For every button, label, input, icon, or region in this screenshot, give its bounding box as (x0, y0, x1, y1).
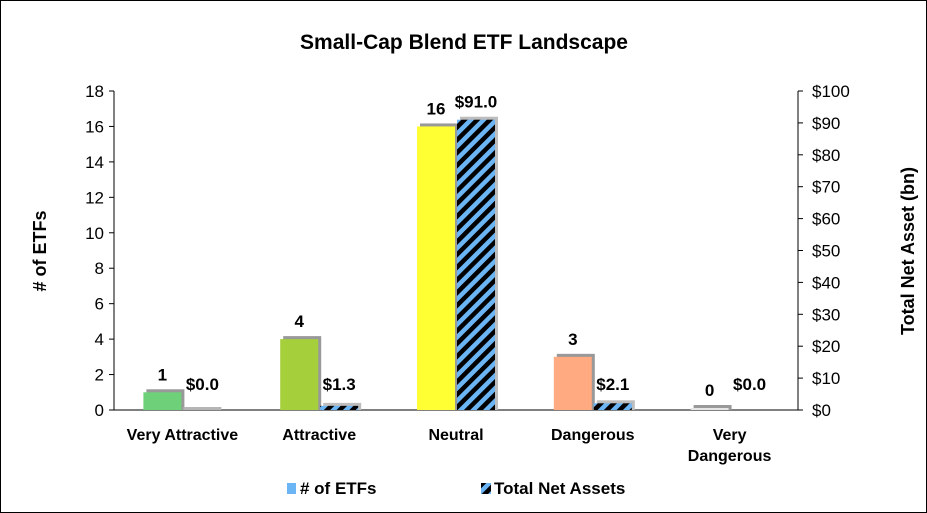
right-tick-label: $70 (812, 178, 840, 197)
bar-etf-count (553, 356, 592, 410)
right-tick-label: $20 (812, 337, 840, 356)
category-label: Very (713, 427, 747, 444)
data-label-net-assets: $91.0 (455, 93, 498, 112)
data-label-net-assets: $2.1 (596, 375, 629, 394)
legend-label-net-assets: Total Net Assets (494, 479, 625, 498)
bar-shadow (693, 405, 732, 410)
right-axis-label: Total Net Asset (bn) (898, 167, 918, 335)
right-tick-label: $90 (812, 114, 840, 133)
category-label: Dangerous (551, 427, 635, 444)
category-label: Neutral (428, 427, 483, 444)
bars (143, 116, 732, 411)
right-tick-label: $0 (812, 401, 831, 420)
bar-net-assets (183, 407, 222, 410)
left-tick-label: 6 (95, 295, 104, 314)
left-tick-label: 0 (95, 401, 104, 420)
bar-etf-count (280, 339, 319, 410)
labels: 1 $0.0 Very Attractive 4 $1.3 Attractive 16 $91… (127, 93, 772, 465)
data-label-etf-count: 4 (294, 312, 304, 331)
left-tick-label: 16 (85, 117, 104, 136)
axes: 024681012141618$0$10$20$30$40$50$60$70$8… (85, 82, 850, 420)
bar-etf-count (690, 408, 729, 410)
right-tick-label: $50 (812, 242, 840, 261)
left-tick-label: 18 (85, 82, 104, 101)
data-label-net-assets: $0.0 (733, 375, 766, 394)
left-tick-label: 2 (95, 366, 104, 385)
right-tick-label: $30 (812, 305, 840, 324)
left-tick-label: 8 (95, 259, 104, 278)
left-tick-label: 10 (85, 224, 104, 243)
bar-net-assets (593, 403, 632, 410)
legend-swatch-etf-count (287, 483, 296, 494)
right-tick-label: $60 (812, 210, 840, 229)
legend-swatch-net-assets (481, 483, 491, 494)
category-label: Attractive (282, 427, 356, 444)
data-label-etf-count: 16 (427, 99, 446, 118)
left-axis-label: # of ETFs (30, 210, 50, 291)
bar-etf-count (417, 126, 455, 410)
right-tick-label: $40 (812, 273, 840, 292)
data-label-etf-count: 3 (568, 330, 577, 349)
data-label-etf-count: 1 (158, 365, 167, 384)
data-label-net-assets: $0.0 (186, 375, 219, 394)
left-tick-label: 12 (85, 188, 104, 207)
left-tick-label: 14 (85, 153, 104, 172)
bar-etf-count (143, 392, 182, 410)
data-label-net-assets: $1.3 (323, 375, 356, 394)
legend: # of ETFs Total Net Assets (287, 479, 625, 498)
right-tick-label: $80 (812, 146, 840, 165)
category-label: Very Attractive (127, 427, 239, 444)
legend-label-etf-count: # of ETFs (300, 479, 377, 498)
data-label-etf-count: 0 (705, 381, 714, 400)
right-tick-label: $10 (812, 369, 840, 388)
left-tick-label: 4 (95, 330, 104, 349)
right-tick-label: $100 (812, 82, 850, 101)
bar-net-assets (457, 119, 495, 411)
category-label: Dangerous (688, 448, 772, 465)
chart-title: Small-Cap Blend ETF Landscape (300, 31, 628, 54)
bar-net-assets (320, 405, 359, 410)
